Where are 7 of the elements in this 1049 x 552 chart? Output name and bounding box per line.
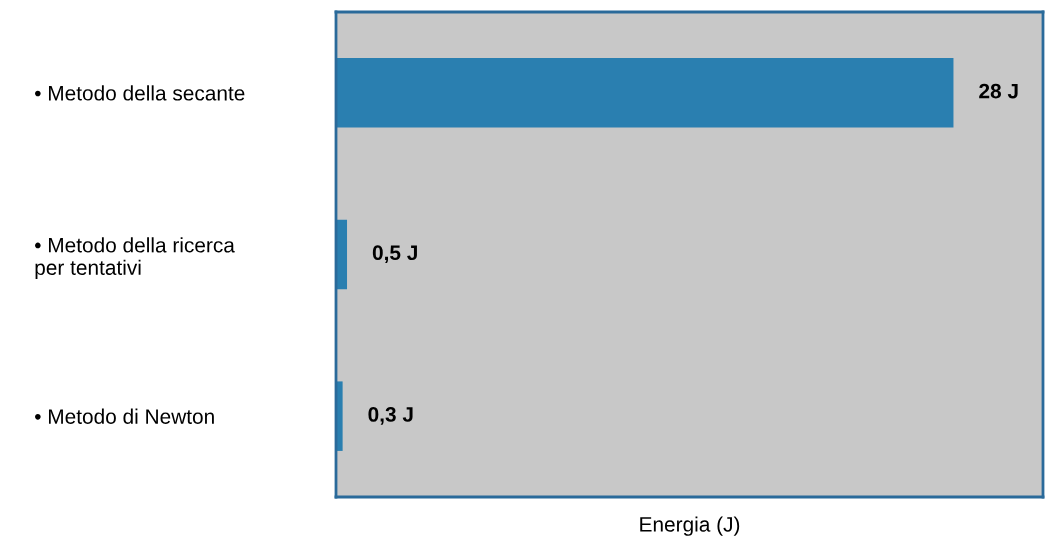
data-label: 0,5 J <box>372 245 417 264</box>
y-tick-label: • Metodo di Newton <box>35 408 214 424</box>
x-axis-title: Energia (J) <box>640 516 740 536</box>
data-label: 28 J <box>979 83 1018 99</box>
y-tick-label: • Metodo della secante <box>35 85 245 101</box>
data-label: 0,3 J <box>368 407 413 425</box>
y-tick-label: • Metodo della ricerca per tentativi <box>35 237 235 280</box>
